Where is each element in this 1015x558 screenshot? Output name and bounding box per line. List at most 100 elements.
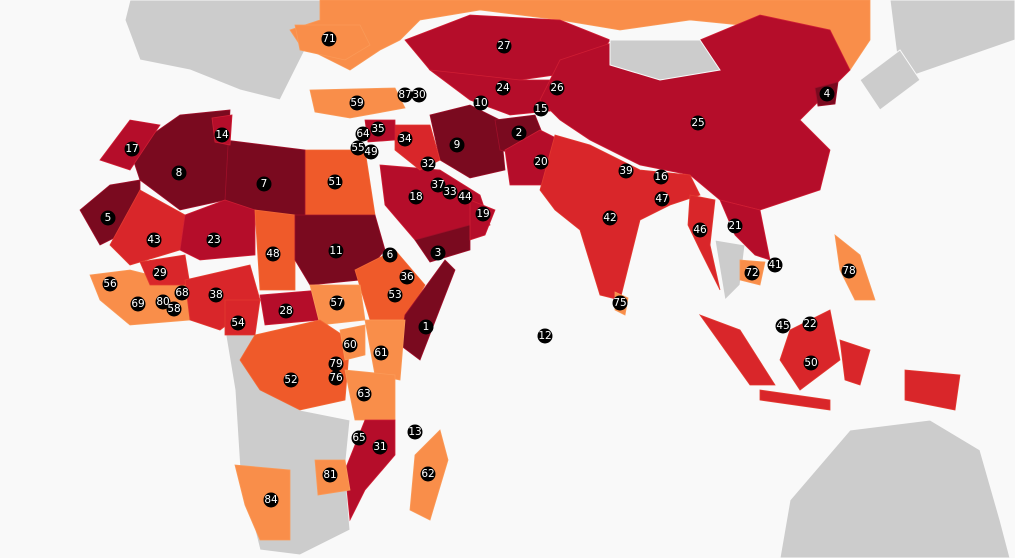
marker-dot <box>387 287 403 303</box>
marker-label: 84 <box>264 494 278 506</box>
marker-label: 75 <box>613 297 626 309</box>
marker-label: 49 <box>364 146 377 158</box>
marker-dot <box>342 337 358 353</box>
marker-dot <box>328 243 344 259</box>
marker-dot <box>321 31 337 47</box>
marker-label: 87 <box>398 89 411 101</box>
marker-label: 29 <box>153 267 166 279</box>
marker-dot <box>612 295 628 311</box>
marker-label: 23 <box>207 234 220 246</box>
marker-label: 7 <box>261 178 268 190</box>
marker-label: 18 <box>409 191 422 203</box>
marker-dot <box>322 467 338 483</box>
marker-label: 62 <box>421 468 434 480</box>
marker-dot <box>329 295 345 311</box>
marker-label: 43 <box>147 234 160 246</box>
marker-dot <box>602 210 618 226</box>
marker-dot <box>230 315 246 331</box>
marker-dot <box>449 137 465 153</box>
marker-dot <box>496 38 512 54</box>
marker-dot <box>841 263 857 279</box>
marker-dot <box>727 218 743 234</box>
marker-dot <box>350 140 366 156</box>
marker-dot <box>370 121 386 137</box>
marker-label: 78 <box>842 265 855 277</box>
marker-label: 12 <box>538 330 551 342</box>
marker-label: 19 <box>476 208 489 220</box>
marker-dot <box>430 245 446 261</box>
marker-dot <box>372 439 388 455</box>
marker-label: 58 <box>167 303 180 315</box>
marker-label: 14 <box>215 129 229 141</box>
marker-dot <box>775 318 791 334</box>
marker-dot <box>174 285 190 301</box>
marker-dot <box>399 269 415 285</box>
marker-dot <box>130 296 146 312</box>
marker-label: 11 <box>329 245 342 257</box>
marker-dot <box>537 328 553 344</box>
marker-label: 59 <box>350 97 363 109</box>
marker-dot <box>263 492 279 508</box>
marker-label: 33 <box>443 186 456 198</box>
marker-label: 5 <box>105 212 112 224</box>
marker-dot <box>397 131 413 147</box>
marker-label: 8 <box>176 167 183 179</box>
marker-dot <box>420 156 436 172</box>
marker-dot <box>408 189 424 205</box>
marker-dot <box>208 287 224 303</box>
marker-label: 13 <box>408 426 421 438</box>
marker-dot <box>171 165 187 181</box>
marker-dot <box>430 177 446 193</box>
marker-label: 81 <box>323 469 336 481</box>
countries <box>79 0 961 541</box>
marker-label: 47 <box>655 193 668 205</box>
marker-dot <box>349 95 365 111</box>
marker-dot <box>124 141 140 157</box>
marker-label: 71 <box>322 33 335 45</box>
marker-label: 55 <box>351 142 364 154</box>
marker-label: 65 <box>352 432 365 444</box>
marker-dot <box>152 265 168 281</box>
marker-label: 24 <box>496 82 510 94</box>
marker-label: 48 <box>266 248 279 260</box>
marker-label: 79 <box>329 358 342 370</box>
marker-label: 68 <box>175 287 188 299</box>
marker-dot <box>653 169 669 185</box>
marker-dot <box>397 87 413 103</box>
marker-dot <box>442 184 458 200</box>
marker-label: 57 <box>330 297 343 309</box>
marker-dot <box>328 356 344 372</box>
marker-label: 51 <box>328 176 341 188</box>
marker-label: 6 <box>387 249 394 261</box>
marker-label: 41 <box>768 259 781 271</box>
marker-dot <box>549 80 565 96</box>
marker-dot <box>473 95 489 111</box>
marker-label: 56 <box>103 278 117 290</box>
marker-dot <box>278 303 294 319</box>
marker-dot <box>363 144 379 160</box>
marker-dot <box>355 126 371 142</box>
marker-label: 50 <box>804 357 817 369</box>
marker-label: 69 <box>131 298 144 310</box>
marker-dot <box>495 80 511 96</box>
marker-label: 32 <box>421 158 434 170</box>
marker-dot <box>356 386 372 402</box>
marker-label: 10 <box>474 97 487 109</box>
marker-label: 27 <box>497 40 510 52</box>
marker-dot <box>166 301 182 317</box>
marker-dot <box>475 206 491 222</box>
marker-dot <box>533 154 549 170</box>
marker-label: 53 <box>388 289 401 301</box>
marker-dot <box>690 115 706 131</box>
marker-dot <box>265 246 281 262</box>
marker-label: 72 <box>745 267 758 279</box>
marker-label: 25 <box>691 117 704 129</box>
marker-label: 28 <box>279 305 292 317</box>
marker-dot <box>802 316 818 332</box>
marker-label: 54 <box>231 317 245 329</box>
marker-label: 80 <box>156 296 169 308</box>
marker-label: 26 <box>550 82 564 94</box>
marker-label: 17 <box>125 143 138 155</box>
marker-label: 61 <box>374 347 387 359</box>
